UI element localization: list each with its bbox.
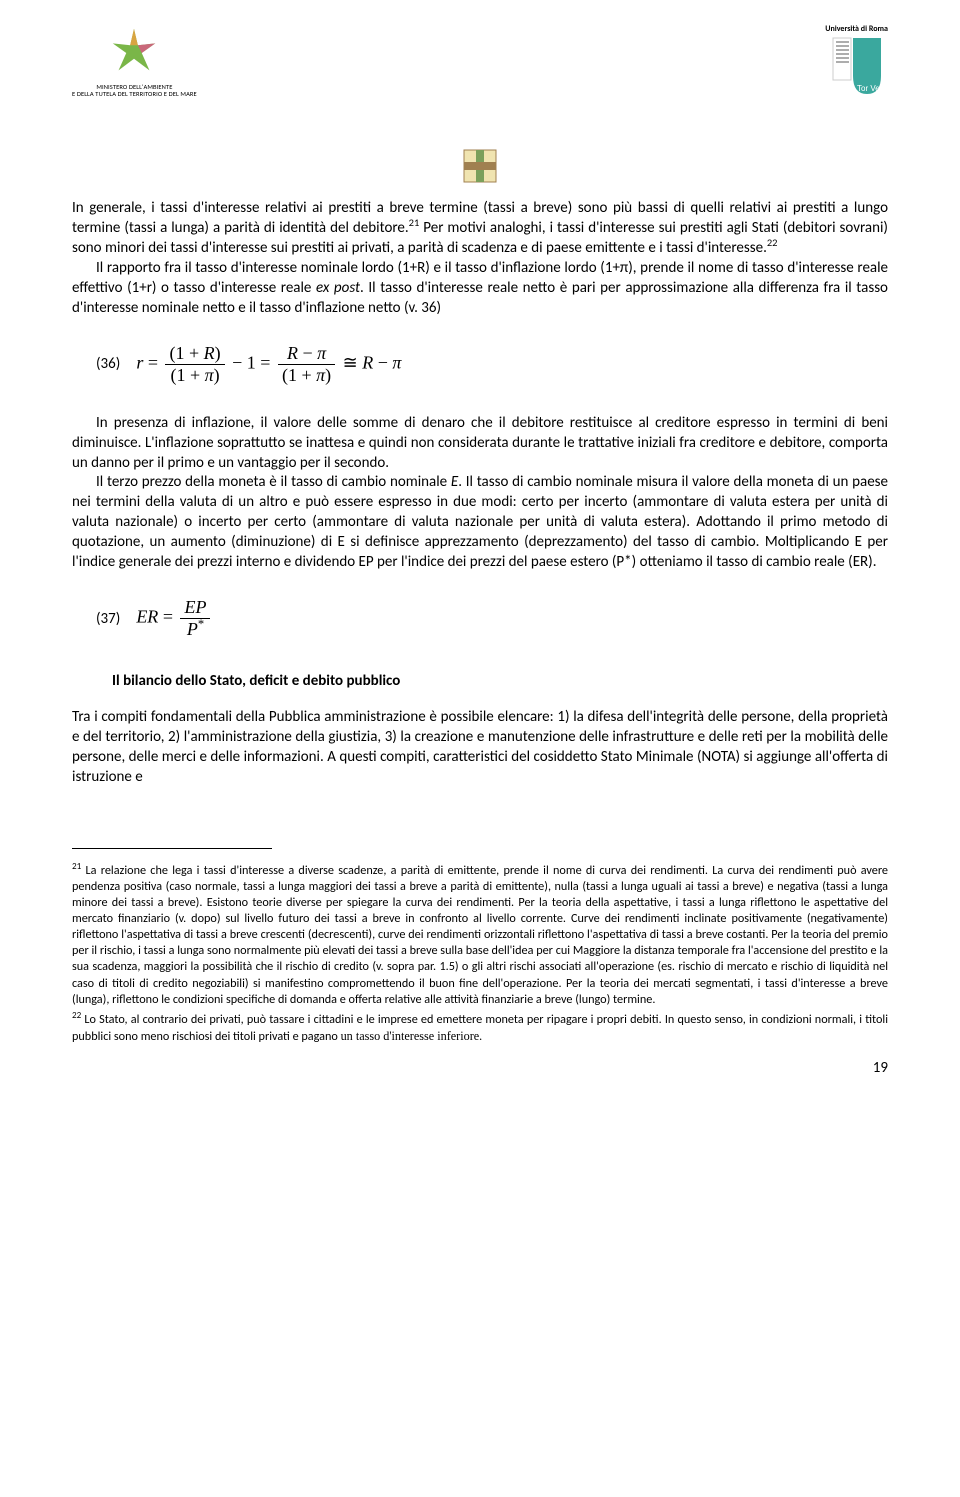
- footnote-ref-22: 22: [767, 236, 778, 249]
- paragraph-2: Il rapporto fra il tasso d'interesse nom…: [72, 259, 888, 319]
- ministero-star-icon: [105, 24, 163, 82]
- footnote-22: 22 Lo Stato, al contrario dei privati, p…: [72, 1012, 888, 1045]
- footnote-ref-21: 21: [409, 216, 420, 229]
- equation-36: (36) r = (1 + R)(1 + π) − 1 = R − π(1 + …: [96, 343, 888, 386]
- page-number: 19: [873, 1059, 888, 1077]
- svg-text:Tor Vergata: Tor Vergata: [857, 84, 883, 93]
- footnote-21: 21 La relazione che lega i tassi d'inter…: [72, 863, 888, 1008]
- center-decorative-icon: [72, 148, 888, 189]
- paragraph-4: Il terzo prezzo della moneta è il tasso …: [72, 473, 888, 573]
- eq37-label: (37): [96, 610, 120, 628]
- paragraph-1: In generale, i tassi d'interesse relativ…: [72, 199, 888, 259]
- ministero-logo-block: MINISTERO DELL'AMBIENTE E DELLA TUTELA D…: [72, 24, 197, 98]
- uniroma-label: Università di Roma: [825, 24, 888, 34]
- eq36-label: (36): [96, 355, 120, 373]
- uniroma-icon: Tor Vergata: [831, 36, 883, 100]
- paragraph-5: Tra i compiti fondamentali della Pubblic…: [72, 708, 888, 788]
- uniroma-logo-block: Università di Roma Tor Vergata: [825, 24, 888, 100]
- section-title: Il bilancio dello Stato, deficit e debit…: [112, 672, 888, 690]
- equation-37: (37) ER = EPP*: [96, 597, 888, 640]
- footnote-divider: [72, 848, 272, 849]
- page-header: MINISTERO DELL'AMBIENTE E DELLA TUTELA D…: [72, 24, 888, 120]
- ministero-label: MINISTERO DELL'AMBIENTE E DELLA TUTELA D…: [72, 84, 197, 98]
- paragraph-3: In presenza di inflazione, il valore del…: [72, 414, 888, 474]
